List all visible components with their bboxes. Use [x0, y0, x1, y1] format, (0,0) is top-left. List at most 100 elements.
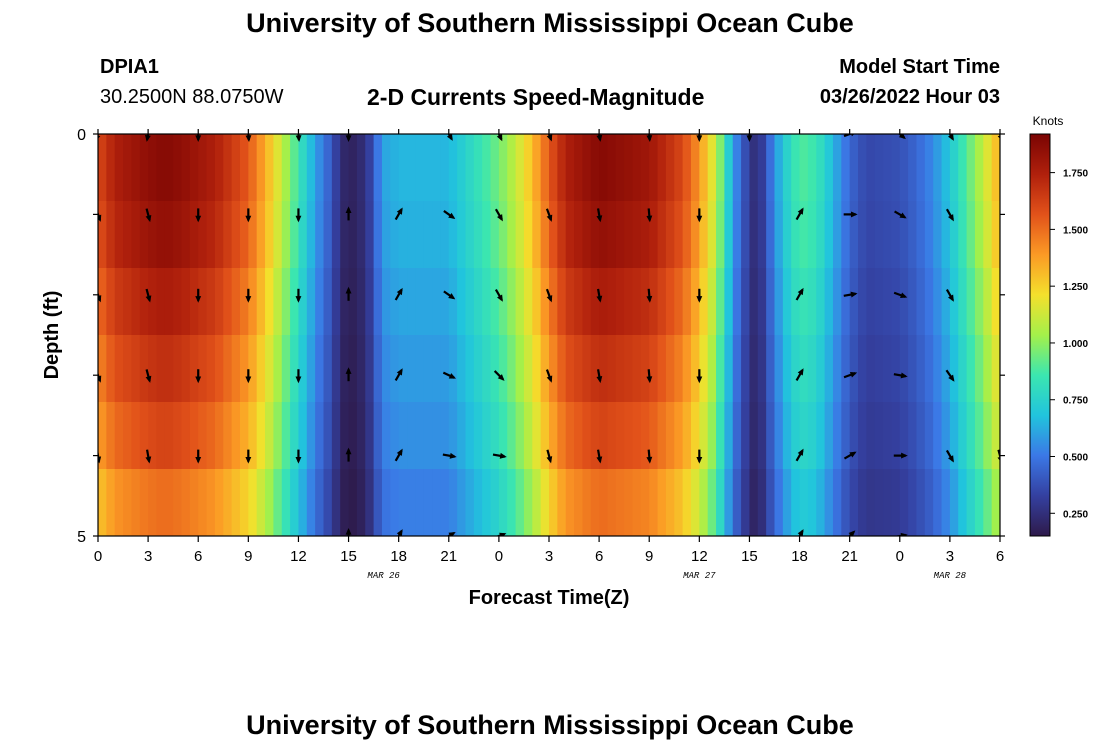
heatmap-cell	[682, 335, 692, 403]
heatmap-cell	[106, 268, 116, 336]
current-arrow	[894, 210, 907, 219]
current-arrow	[696, 134, 703, 142]
heatmap-cell	[348, 402, 358, 470]
heatmap-cell	[699, 201, 709, 269]
heatmap-cell	[340, 402, 350, 470]
heatmap-cell	[941, 268, 951, 336]
current-arrow	[546, 134, 553, 142]
current-arrow	[797, 529, 804, 536]
heatmap-cell	[473, 469, 483, 536]
heatmap-cell	[507, 469, 517, 536]
heatmap-cell	[565, 402, 575, 470]
heatmap-cell	[782, 469, 792, 536]
heatmap-cell	[766, 268, 776, 336]
heatmap-cell	[365, 469, 375, 536]
heatmap-cell	[916, 335, 926, 403]
heatmap-cell	[966, 134, 976, 202]
heatmap-cell	[256, 201, 266, 269]
heatmap-cell	[674, 134, 684, 202]
heatmap-cell	[98, 469, 107, 536]
heatmap-cell	[883, 201, 893, 269]
heatmap-cell	[958, 134, 968, 202]
heatmap-cell	[340, 268, 350, 336]
heatmap-cell	[899, 201, 909, 269]
current-arrow	[345, 367, 352, 382]
heatmap-cell	[590, 402, 600, 470]
heatmap-cell	[649, 469, 659, 536]
heatmap-cell	[707, 268, 717, 336]
current-arrow	[295, 208, 302, 223]
x-tick-label: 0	[495, 548, 503, 565]
heatmap-cell	[407, 134, 416, 202]
current-arrow	[893, 372, 908, 379]
current-arrow	[494, 208, 503, 222]
current-arrow	[746, 134, 753, 142]
current-arrow	[546, 449, 553, 464]
heatmap-cell	[448, 469, 458, 536]
heatmap-cell	[265, 268, 274, 336]
heatmap-cell	[824, 201, 834, 269]
current-arrow	[394, 448, 403, 462]
heatmap-cell	[523, 201, 533, 269]
heatmap-cell	[640, 268, 650, 336]
heatmap-cell	[156, 335, 166, 403]
heatmap-cell	[791, 134, 801, 202]
current-arrow	[696, 288, 703, 303]
heatmap-cell	[340, 335, 350, 403]
heatmap-cell	[690, 335, 700, 403]
heatmap-cell	[323, 402, 333, 470]
heatmap-cell	[766, 335, 776, 403]
heatmap-cell	[782, 402, 792, 470]
heatmap-cell	[615, 402, 625, 470]
current-arrow	[898, 134, 906, 140]
current-arrow	[195, 288, 202, 303]
current-arrow	[795, 287, 804, 301]
heatmap-cell	[607, 335, 617, 403]
heatmap-cell	[356, 469, 366, 536]
heatmap-cell	[983, 469, 993, 536]
heatmap-cell	[690, 268, 700, 336]
heatmap-cell	[206, 268, 216, 336]
heatmap-cell	[473, 134, 483, 202]
current-arrow	[646, 369, 653, 384]
heatmap-cell	[832, 134, 842, 202]
heatmap-cell	[490, 469, 500, 536]
heatmap-cell	[699, 335, 709, 403]
heatmap-cell	[398, 469, 408, 536]
heatmap-cell	[724, 268, 734, 336]
heatmap-cell	[682, 134, 692, 202]
heatmap-cell	[891, 402, 901, 470]
heatmap-cell	[582, 134, 592, 202]
heatmap-cell	[849, 268, 859, 336]
heatmap-cell	[549, 469, 558, 536]
heatmap-cell	[724, 134, 734, 202]
current-arrow	[945, 289, 954, 302]
heatmap-cell	[181, 201, 191, 269]
heatmap-cell	[858, 335, 867, 403]
heatmap-cell	[749, 134, 759, 202]
heatmap-cell	[440, 402, 450, 470]
heatmap-cell	[281, 134, 291, 202]
heatmap-cell	[699, 402, 709, 470]
heatmap-cell	[223, 469, 233, 536]
heatmap-cell	[131, 134, 141, 202]
current-arrow	[945, 449, 954, 463]
heatmap-cell	[841, 402, 851, 470]
heatmap-cell	[791, 402, 801, 470]
heatmap-cell	[315, 402, 325, 470]
heatmap-cell	[457, 335, 467, 403]
heatmap-cell	[858, 268, 867, 336]
heatmap-cell	[732, 335, 742, 403]
heatmap-cell	[106, 201, 116, 269]
heatmap-cell	[983, 335, 993, 403]
heatmap-cell	[974, 201, 984, 269]
heatmap-cell	[958, 335, 968, 403]
colorbar: Knots 0.250 0.500 0.750 1.000 1.250 1.500 1.75…	[1029, 114, 1088, 537]
heatmap-cell	[933, 335, 943, 403]
heatmap-cell	[766, 201, 776, 269]
heatmap-cell	[381, 335, 391, 403]
colorbar-tick-label: 0.750	[1063, 396, 1088, 407]
current-arrow	[345, 206, 352, 221]
heatmap-cell	[390, 201, 400, 269]
heatmap-cell	[690, 469, 700, 536]
